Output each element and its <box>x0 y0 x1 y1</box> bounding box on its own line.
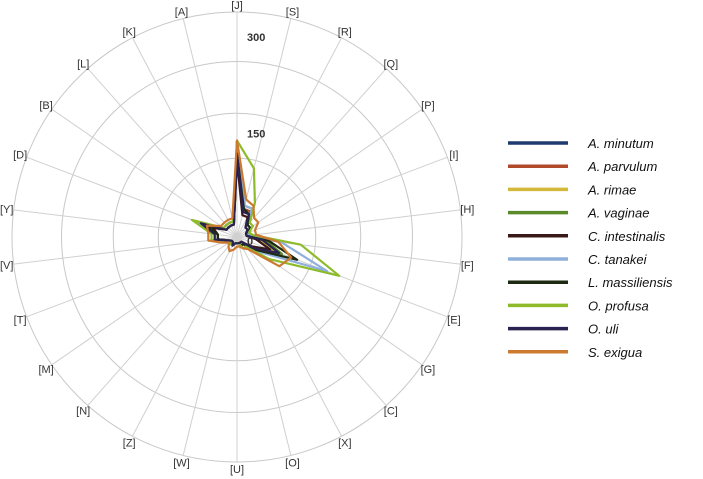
grid-spoke <box>236 209 461 238</box>
grid-spoke <box>236 156 448 238</box>
legend-label: C. intestinalis <box>588 229 666 244</box>
legend-label: O. uli <box>588 322 619 337</box>
category-label: [C] <box>384 406 398 418</box>
grid-spoke <box>236 236 343 437</box>
tick-label: 300 <box>247 32 265 44</box>
grid-spoke <box>236 236 292 456</box>
category-label: [H] <box>460 204 474 216</box>
category-label: [W] <box>173 457 190 469</box>
category-label: [J] <box>231 0 243 12</box>
radar-series <box>190 139 341 277</box>
category-label: [K] <box>122 27 135 39</box>
grid-spoke <box>13 209 238 238</box>
grid-spoke <box>236 108 423 238</box>
grid-spoke <box>26 236 238 318</box>
grid-spoke <box>131 236 238 437</box>
category-label: [R] <box>338 27 352 39</box>
grid-spoke <box>51 108 238 238</box>
category-label: [P] <box>421 100 434 112</box>
category-label: [T] <box>14 314 27 326</box>
grid-spoke <box>13 236 238 265</box>
category-label: [Q] <box>383 58 398 70</box>
category-label: [N] <box>76 406 90 418</box>
grid-spoke <box>182 236 238 456</box>
category-label: [V] <box>0 260 13 272</box>
legend-label: A. minutum <box>587 136 654 151</box>
grid-spoke <box>236 68 387 238</box>
category-label: [E] <box>447 314 460 326</box>
category-label: [L] <box>77 58 89 70</box>
category-labels: [J] [S] [R] [Q] [P] [I] [H] [F] [E] [G] [C] [X] [O] [… <box>0 0 474 476</box>
category-label: [I] <box>449 150 458 162</box>
legend-label: C. tanakei <box>588 252 648 267</box>
legend-label: A. rimae <box>587 182 636 197</box>
radar-grid <box>11 11 463 463</box>
category-label: [F] <box>461 260 474 272</box>
series-line-8 <box>199 152 281 255</box>
series-line-7 <box>190 139 341 277</box>
legend-label: A. vaginae <box>587 206 649 221</box>
tick-label: 150 <box>247 129 265 141</box>
category-label: [B] <box>39 100 52 112</box>
category-label: [A] <box>175 7 188 19</box>
grid-spoke <box>87 236 238 406</box>
grid-spoke <box>236 236 387 406</box>
category-label: [U] <box>230 464 244 476</box>
category-label: [Z] <box>123 437 136 449</box>
grid-spoke <box>131 37 238 238</box>
grid-spoke <box>51 236 238 366</box>
radial-tick-labels: 0 150 300 <box>247 32 265 248</box>
grid-spoke <box>87 68 238 238</box>
category-label: [G] <box>421 364 436 376</box>
legend: A. minutum A. parvulum A. rimae A. vaginae C… <box>508 136 673 360</box>
category-label: [O] <box>285 457 300 469</box>
tick-label: 0 <box>247 236 253 248</box>
legend-label: O. profusa <box>588 298 649 313</box>
category-label: [Y] <box>0 204 13 216</box>
grid-spoke <box>182 18 238 238</box>
category-label: [D] <box>13 150 27 162</box>
legend-label: L. massiliensis <box>588 275 673 290</box>
legend-label: S. exigua <box>588 345 642 360</box>
category-label: [X] <box>338 437 351 449</box>
category-label: [S] <box>286 7 299 19</box>
series-line-9 <box>205 139 293 268</box>
legend-label: A. parvulum <box>587 159 658 174</box>
category-label: [M] <box>38 364 53 376</box>
